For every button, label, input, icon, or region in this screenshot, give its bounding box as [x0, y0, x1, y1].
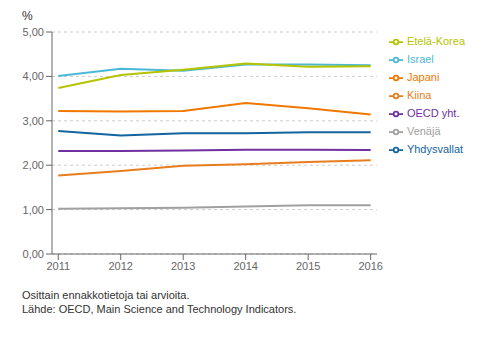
- svg-text:4,00: 4,00: [23, 70, 44, 82]
- svg-text:1,00: 1,00: [23, 204, 44, 216]
- html-text:OECD yht.: OECD yht.: [406, 107, 460, 119]
- svg-text:0,00: 0,00: [23, 248, 44, 260]
- html-text:Japani: Japani: [406, 71, 440, 83]
- html-text:Israel: Israel: [406, 53, 434, 65]
- html-text:Osittain ennakkotietoja tai ar: Osittain ennakkotietoja tai arvioita.: [22, 289, 190, 301]
- html-text:Yhdysvallat: Yhdysvallat: [406, 143, 464, 155]
- svg-text:3,00: 3,00: [23, 115, 44, 127]
- svg-text:5,00: 5,00: [23, 26, 44, 38]
- svg-text:2013: 2013: [171, 260, 195, 272]
- html-text:Venäjä: Venäjä: [406, 125, 441, 137]
- svg-text:2015: 2015: [296, 260, 320, 272]
- svg-text:2,00: 2,00: [23, 159, 44, 171]
- html-text:Lähde: OECD, Main Science and: Lähde: OECD, Main Science and Technology…: [22, 303, 297, 315]
- svg-text:2014: 2014: [233, 260, 257, 272]
- svg-text:2016: 2016: [358, 260, 382, 272]
- svg-text:2012: 2012: [108, 260, 132, 272]
- html-text:Kiina: Kiina: [406, 89, 432, 101]
- svg-text:2011: 2011: [46, 260, 70, 272]
- html-text:Etelä-Korea: Etelä-Korea: [406, 35, 465, 47]
